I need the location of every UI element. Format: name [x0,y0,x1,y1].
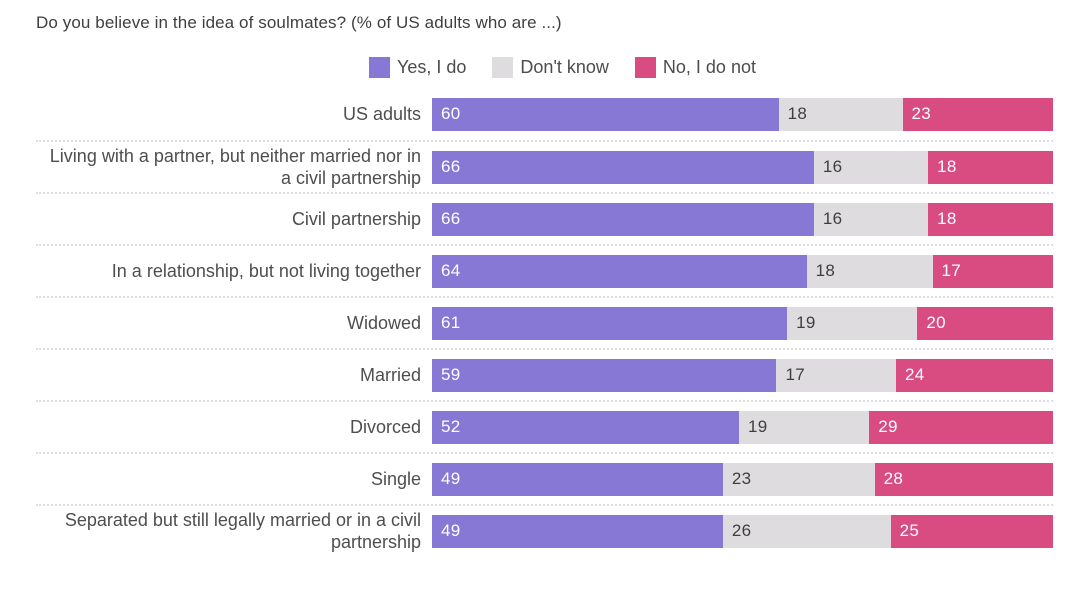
bar-segment-don-t-know: 26 [722,514,891,548]
bar-value: 60 [441,104,461,123]
chart-row: Widowed 61 19 20 [36,296,1053,348]
bar-group: 66 16 18 [432,150,1053,184]
bar-value: 23 [731,469,752,488]
bar-segment-don-t-know: 16 [813,202,929,236]
bar-value: 20 [926,313,946,332]
bar-group: 60 18 23 [432,97,1053,131]
bar-segment-yes-i-do: 66 [432,202,814,236]
chart-row: Married 59 17 24 [36,348,1054,400]
bar-segment-no-i-do-not: 17 [932,254,1054,288]
bar-value: 18 [787,104,808,123]
bar-segment-don-t-know: 16 [813,150,929,184]
bar-segment-yes-i-do: 60 [432,97,779,131]
chart-row: Divorced 52 19 29 [36,400,1053,452]
bar-value: 29 [878,417,898,436]
bar-value: 64 [441,261,461,280]
bar-segment-don-t-know: 18 [806,254,933,288]
bar-value: 17 [785,365,805,384]
bar-segment-no-i-do-not: 25 [890,514,1053,548]
bar-value: 19 [796,313,816,332]
bar-value: 66 [441,157,461,176]
bar-segment-don-t-know: 17 [776,358,896,392]
bar-value: 52 [441,417,461,436]
legend-label: No, I do not [662,57,756,77]
bar-segment-yes-i-do: 49 [432,462,723,496]
row-label: Living with a partner, but neither marri… [49,145,421,189]
legend-label: Don't know [520,57,609,77]
row-label: In a relationship, but not living togeth… [111,260,421,281]
bar-segment-don-t-know: 19 [738,410,870,444]
legend-swatch-icon [492,57,514,78]
legend-swatch-icon [369,57,391,78]
bar-value: 19 [747,417,768,436]
row-label: US adults [342,103,421,124]
bar-value: 66 [441,209,461,228]
bar-value: 24 [904,365,925,384]
bar-segment-yes-i-do: 49 [432,514,723,548]
legend: Yes, I do Don't know No, I do not [60,57,1065,78]
row-label: Single [370,468,421,489]
bar-segment-no-i-do-not: 18 [928,202,1053,236]
bar-group: 49 23 28 [432,462,1053,496]
bar-value: 61 [441,313,461,332]
bar-value: 18 [937,157,957,176]
bar-group: 49 26 25 [432,514,1053,548]
bar-group: 64 18 17 [432,254,1054,288]
bar-segment-no-i-do-not: 18 [928,150,1053,184]
bar-group: 52 19 29 [432,410,1053,444]
bar-segment-no-i-do-not: 28 [874,462,1053,496]
bar-value: 25 [899,521,920,540]
bar-segment-yes-i-do: 59 [432,358,777,392]
chart-row: Separated but still legally married or i… [36,504,1053,556]
legend-item-2: No, I do not [634,57,756,78]
bar-group: 61 19 20 [432,306,1053,340]
chart-row: Living with a partner, but neither marri… [36,140,1053,192]
bar-value: 23 [911,104,932,123]
bar-segment-no-i-do-not: 29 [869,410,1053,444]
row-label: Separated but still legally married or i… [64,509,421,553]
bar-value: 18 [937,209,957,228]
bar-segment-no-i-do-not: 23 [902,97,1053,131]
bar-value: 28 [883,469,904,488]
chart-row: In a relationship, but not living togeth… [36,244,1054,296]
bar-value: 49 [441,469,461,488]
bar-segment-yes-i-do: 52 [432,410,739,444]
bar-value: 16 [822,157,843,176]
bar-segment-yes-i-do: 61 [432,306,788,340]
legend-item-0: Yes, I do [369,57,466,78]
row-label: Married [359,364,421,385]
chart-title: Do you believe in the idea of soulmates?… [36,13,562,32]
bar-value: 17 [941,261,962,280]
bar-segment-yes-i-do: 66 [432,150,814,184]
row-label: Divorced [349,416,421,437]
stacked-bar-chart: US adults 60 18 23 Living with a partner, … [36,88,1054,556]
legend-item-1: Don't know [492,57,609,78]
row-label: Civil partnership [291,208,421,229]
bar-segment-no-i-do-not: 24 [895,358,1054,392]
bar-segment-yes-i-do: 64 [432,254,807,288]
legend-swatch-icon [634,57,656,78]
bar-segment-no-i-do-not: 20 [917,306,1053,340]
row-label: Widowed [346,312,421,333]
bar-group: 66 16 18 [432,202,1053,236]
bar-segment-don-t-know: 18 [778,97,903,131]
bar-value: 18 [815,261,836,280]
bar-segment-don-t-know: 19 [787,306,918,340]
bar-group: 59 17 24 [432,358,1054,392]
chart-row: Civil partnership 66 16 18 [36,192,1053,244]
chart-row: US adults 60 18 23 [36,88,1053,140]
bar-value: 16 [822,209,843,228]
chart-row: Single 49 23 28 [36,452,1053,504]
bar-value: 49 [441,521,461,540]
bar-value: 59 [441,365,461,384]
legend-label: Yes, I do [397,57,467,77]
bar-segment-don-t-know: 23 [722,462,875,496]
bar-value: 26 [731,521,752,540]
